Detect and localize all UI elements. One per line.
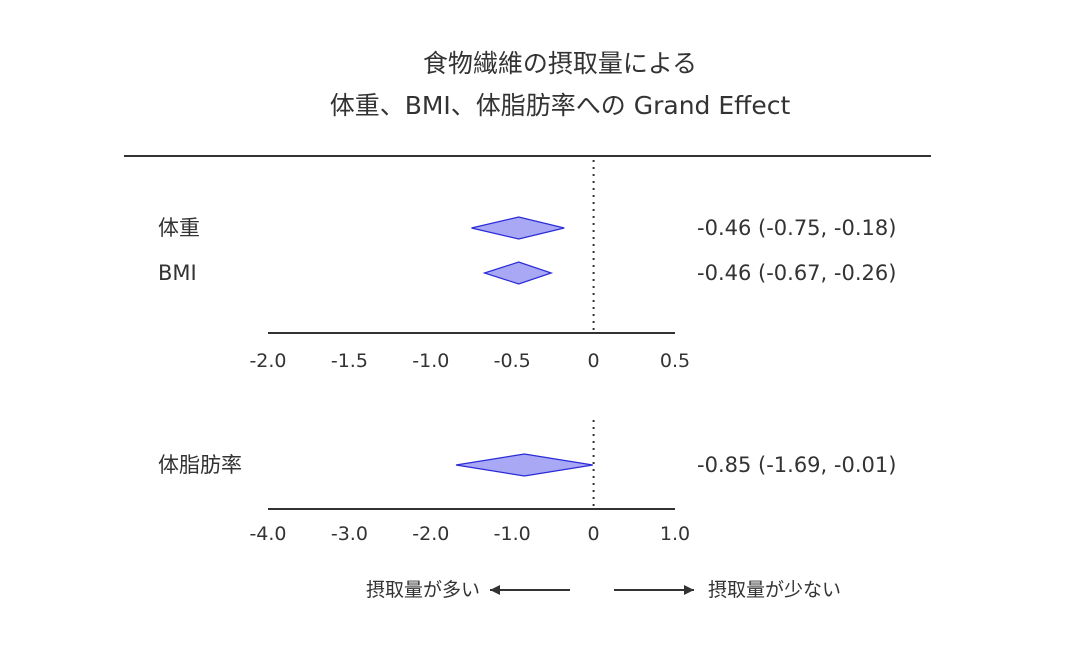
tick-label: -1.0: [412, 350, 449, 372]
tick-label: -3.0: [331, 523, 368, 545]
direction-left-arrowhead: [490, 585, 500, 595]
row-label: 体脂肪率: [158, 453, 242, 477]
tick-label: -1.0: [494, 523, 531, 545]
row-label: BMI: [158, 261, 197, 285]
tick-label: 0: [588, 350, 600, 372]
direction-right-arrowhead: [684, 585, 694, 595]
ci-text: -0.46 (-0.75, -0.18): [697, 216, 896, 240]
direction-right-label: 摂取量が少ない: [708, 579, 841, 601]
chart-title-line-1: 食物繊維の摂取量による: [423, 49, 697, 78]
forest-panels: -2.0 -1.5 -1.0 -0.5 0 0.5 体重 -0.46 (-0.75, -0.1…: [158, 160, 896, 545]
direction-left-label: 摂取量が多い: [366, 579, 480, 601]
estimate-diamond: [455, 453, 593, 477]
ci-text: -0.85 (-1.69, -0.01): [697, 453, 896, 477]
tick-label: 0.5: [660, 350, 690, 372]
forest-panel-1: -2.0 -1.5 -1.0 -0.5 0 0.5 体重 -0.46 (-0.75, -0.1…: [158, 160, 896, 372]
direction-legend: 摂取量が多い 摂取量が少ない: [366, 579, 841, 601]
tick-label: 0: [588, 523, 600, 545]
estimate-diamond: [471, 216, 565, 240]
forest-panel-2: -4.0 -3.0 -2.0 -1.0 0 1.0 体脂肪率 -0.85 (-1.69, -0…: [158, 420, 896, 545]
ci-text: -0.46 (-0.67, -0.26): [697, 261, 896, 285]
tick-label: 1.0: [660, 523, 690, 545]
tick-label: -4.0: [249, 523, 286, 545]
tick-label: -0.5: [494, 350, 531, 372]
tick-label: -1.5: [331, 350, 368, 372]
tick-label: -2.0: [412, 523, 449, 545]
chart-title-line-2: 体重、BMI、体脂肪率への Grand Effect: [330, 91, 791, 120]
row-label: 体重: [158, 216, 200, 240]
tick-label: -2.0: [249, 350, 286, 372]
estimate-diamond: [482, 261, 554, 285]
